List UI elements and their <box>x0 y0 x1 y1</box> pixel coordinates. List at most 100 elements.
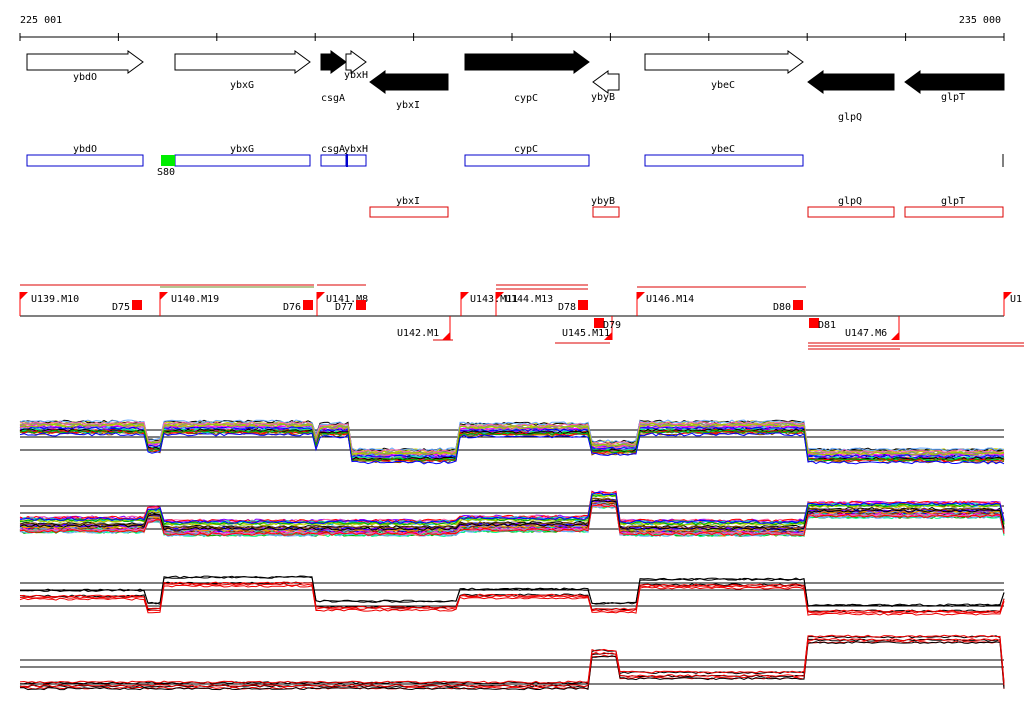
feature-box[interactable] <box>345 154 367 167</box>
feature-box[interactable] <box>644 154 804 167</box>
feature-label: ybxI <box>396 196 420 207</box>
forward-feature-ybec[interactable]: ybeC <box>644 144 804 167</box>
gene-label: glpT <box>941 92 965 103</box>
feature-box[interactable] <box>320 154 347 167</box>
profile-trace <box>19 419 1005 452</box>
deletion-box[interactable] <box>303 300 313 310</box>
gene-arrow[interactable] <box>345 50 367 74</box>
deletion-label: D79 <box>603 320 621 331</box>
deletion-box[interactable] <box>356 300 366 310</box>
expression-profile-panels <box>19 419 1005 691</box>
deletion-box[interactable] <box>793 300 803 310</box>
profile-panel-3 <box>19 575 1005 616</box>
segment-label: U1 <box>1010 294 1022 305</box>
segment-u144-m13[interactable]: U144.M13 <box>495 292 553 316</box>
gene-arrow[interactable] <box>644 50 804 74</box>
feature-box[interactable] <box>592 206 620 218</box>
profile-trace <box>19 490 1005 523</box>
gene-annotation-track: ybdO ybxG csgA ybxH ybxI cypC ybyB ybeC glpQ glpT <box>26 50 1005 123</box>
gene-ybxh[interactable]: ybxH <box>344 50 368 81</box>
feature-box[interactable] <box>174 154 311 167</box>
deletion-box[interactable] <box>132 300 142 310</box>
profile-trace <box>19 422 1005 455</box>
deletion-box[interactable] <box>594 318 604 328</box>
feature-box[interactable] <box>26 154 144 167</box>
gene-ybyb[interactable]: ybyB <box>591 70 620 103</box>
gene-arrow[interactable] <box>904 70 1005 94</box>
gene-glpq[interactable]: glpQ <box>807 70 895 123</box>
marker-box[interactable] <box>161 155 175 166</box>
gene-glpt[interactable]: glpT <box>904 70 1005 103</box>
gene-label: ybxI <box>396 100 420 111</box>
deletion-d79[interactable]: D79 <box>594 318 621 331</box>
segment-u141-m8[interactable]: U141.M8 <box>316 292 368 316</box>
deletion-box[interactable] <box>809 318 819 328</box>
gene-label: cypC <box>514 93 538 104</box>
segment-u139-m10[interactable]: U139.M10 <box>19 292 79 316</box>
deletion-d80[interactable]: D80 <box>773 300 803 313</box>
deletion-d75[interactable]: D75 <box>112 300 142 313</box>
segment-start-flag <box>1004 292 1012 300</box>
gene-arrow[interactable] <box>807 70 895 94</box>
segment-u143-m11[interactable]: U143.M11 <box>460 292 518 316</box>
deletion-d81[interactable]: D81 <box>809 318 836 331</box>
deletion-d77[interactable]: D77 <box>335 300 366 313</box>
forward-feature-csga[interactable]: csgA <box>320 144 347 167</box>
forward-feature-cypc[interactable]: cypC <box>464 144 590 167</box>
profile-panel-4 <box>19 634 1005 691</box>
feature-label: ybdO <box>73 144 97 155</box>
gene-arrow[interactable] <box>369 70 449 94</box>
gene-ybxg[interactable]: ybxG <box>174 50 311 91</box>
gene-ybdo[interactable]: ybdO <box>26 50 144 83</box>
gene-label: ybxH <box>344 70 368 81</box>
feature-box[interactable] <box>464 154 590 167</box>
forward-feature-ybdo[interactable]: ybdO <box>26 144 144 167</box>
segment-u145-m11[interactable]: U145.M11 <box>562 316 613 340</box>
segment-start-flag <box>160 292 168 300</box>
marker-s80[interactable]: S80 <box>157 155 175 178</box>
segment-start-flag <box>317 292 325 300</box>
segment-u1[interactable]: U1 <box>1003 292 1022 316</box>
reverse-feature-ybyb[interactable]: ybyB <box>591 196 620 218</box>
reverse-feature-glpt[interactable]: glpT <box>904 196 1004 218</box>
profile-trace <box>19 584 1005 616</box>
profile-trace <box>19 634 1005 684</box>
deletion-label: D77 <box>335 302 353 313</box>
reverse-feature-glpq[interactable]: glpQ <box>807 196 895 218</box>
segment-label: U147.M6 <box>845 328 887 339</box>
deletion-d78[interactable]: D78 <box>558 300 588 313</box>
gene-cypc[interactable]: cypC <box>464 50 590 104</box>
profile-trace <box>19 503 1005 537</box>
segment-label: U146.M14 <box>646 294 694 305</box>
gene-arrow[interactable] <box>592 70 620 94</box>
profile-trace <box>19 432 1005 465</box>
segment-label: U142.M1 <box>397 328 439 339</box>
segment-u142-m1[interactable]: U142.M1 <box>397 316 451 340</box>
gene-label: ybxG <box>230 80 254 91</box>
gene-label: glpQ <box>838 112 862 123</box>
deletion-box[interactable] <box>578 300 588 310</box>
gene-arrow[interactable] <box>320 50 347 74</box>
gene-arrow[interactable] <box>174 50 311 74</box>
feature-box[interactable] <box>807 206 895 218</box>
gene-arrow[interactable] <box>26 50 144 74</box>
forward-feature-ybxg[interactable]: ybxG <box>174 144 311 167</box>
feature-label: ybeC <box>711 144 735 155</box>
feature-box[interactable] <box>369 206 449 218</box>
feature-label: csgA <box>321 144 345 155</box>
reverse-feature-ybxi[interactable]: ybxI <box>369 196 449 218</box>
profile-trace <box>19 499 1005 531</box>
gene-csga[interactable]: csgA <box>320 50 347 104</box>
segment-u146-m14[interactable]: U146.M14 <box>636 292 694 316</box>
segment-u140-m19[interactable]: U140.M19 <box>159 292 219 316</box>
gene-arrow[interactable] <box>464 50 590 74</box>
gene-ybxi[interactable]: ybxI <box>369 70 449 111</box>
deletion-d76[interactable]: D76 <box>283 300 313 313</box>
segment-end-flag <box>891 332 899 340</box>
profile-trace <box>19 497 1005 529</box>
segment-u147-m6[interactable]: U147.M6 <box>845 316 900 340</box>
gene-ybec[interactable]: ybeC <box>644 50 804 91</box>
feature-box[interactable] <box>904 206 1004 218</box>
